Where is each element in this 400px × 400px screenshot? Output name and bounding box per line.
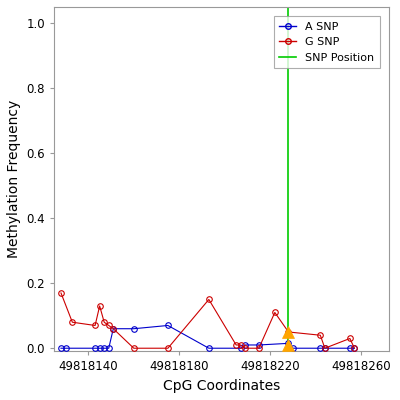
X-axis label: CpG Coordinates: CpG Coordinates bbox=[163, 379, 280, 393]
Y-axis label: Methylation Frequency: Methylation Frequency bbox=[7, 100, 21, 258]
Legend: A SNP, G SNP, SNP Position: A SNP, G SNP, SNP Position bbox=[274, 16, 380, 68]
